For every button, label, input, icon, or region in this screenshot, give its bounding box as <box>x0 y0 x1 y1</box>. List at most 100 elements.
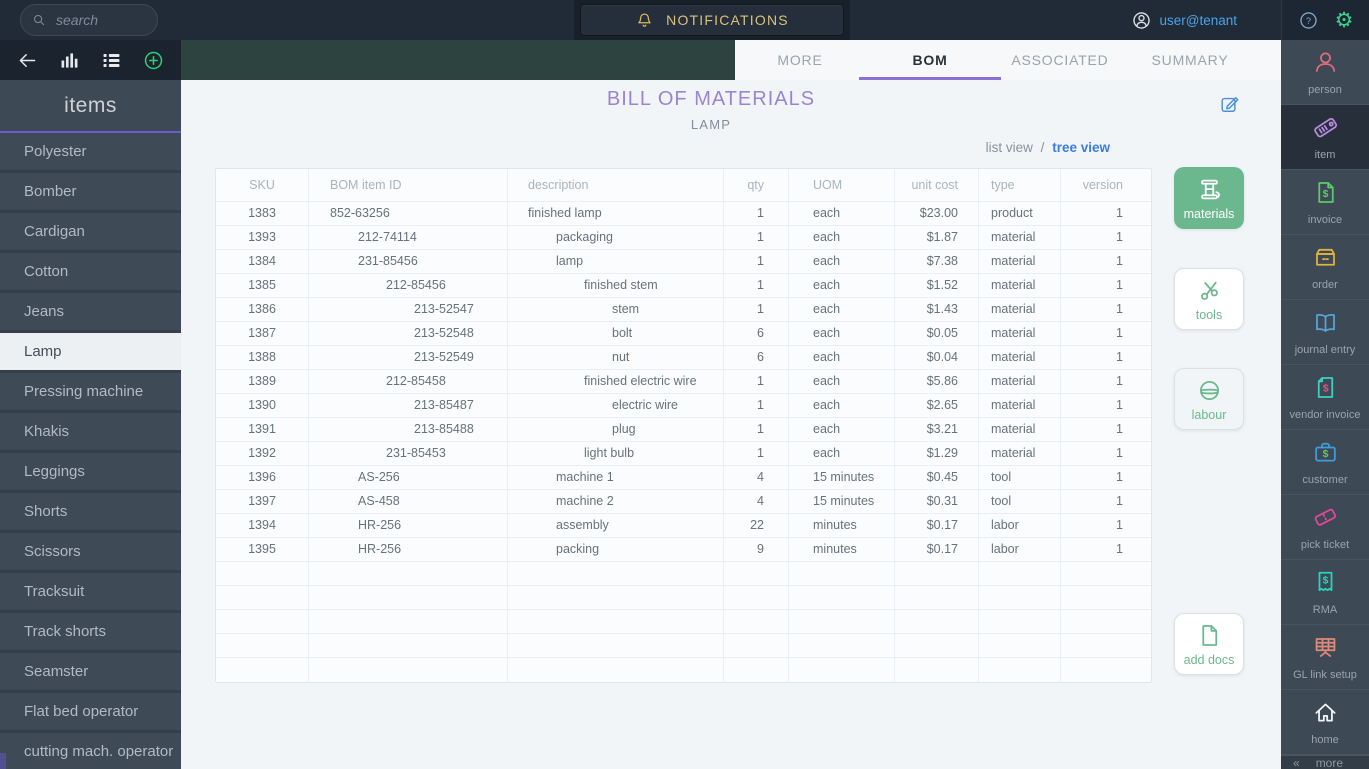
user-icon <box>1131 10 1152 31</box>
table-row[interactable]: 1391 213-85488 plug 1 each $3.21 material 1 <box>216 418 1151 442</box>
cell-type: tool <box>979 490 1061 514</box>
tab-bom[interactable]: BOM <box>859 40 1001 80</box>
search-input[interactable] <box>54 11 140 29</box>
sidebar-item-lamp[interactable]: Lamp <box>0 333 181 373</box>
module-pick-ticket[interactable]: pick ticket <box>1281 495 1369 560</box>
module-customer[interactable]: $ customer <box>1281 430 1369 495</box>
add-circle-icon[interactable] <box>142 49 165 72</box>
cell-uom: minutes <box>789 538 895 562</box>
cell-empty <box>724 610 789 634</box>
sidebar-item-seamster[interactable]: Seamster <box>0 653 181 693</box>
tab-more[interactable]: MORE <box>777 52 823 68</box>
bell-icon <box>635 11 654 30</box>
sidebar-item-cutting-mach-operator[interactable]: cutting mach. operator <box>0 733 181 769</box>
module-gl-link-setup[interactable]: GL link setup <box>1281 625 1369 690</box>
cell-empty <box>724 634 789 658</box>
user-account[interactable]: user@tenant <box>1131 0 1237 40</box>
bar-chart-icon[interactable] <box>58 49 81 72</box>
table-row[interactable]: 1384 231-85456 lamp 1 each $7.38 material 1 <box>216 250 1151 274</box>
cell-uom: each <box>789 274 895 298</box>
table-row[interactable]: 1396 AS-256 machine 1 4 15 minutes $0.45 tool 1 <box>216 466 1151 490</box>
sidebar-item-scissors[interactable]: Scissors <box>0 533 181 573</box>
cell-empty <box>508 634 724 658</box>
table-row[interactable]: 1383 852-63256 finished lamp 1 each $23.00 pro… <box>216 202 1151 226</box>
cell-desc: assembly <box>508 514 724 538</box>
tab-summary[interactable]: SUMMARY <box>1151 52 1229 68</box>
table-row[interactable]: 1388 213-52549 nut 6 each $0.04 material 1 <box>216 346 1151 370</box>
table-row[interactable]: 1397 AS-458 machine 2 4 15 minutes $0.31 tool 1 <box>216 490 1151 514</box>
module-item[interactable]: item <box>1281 105 1369 170</box>
sidebar-item-flat-bed-operator[interactable]: Flat bed operator <box>0 693 181 733</box>
table-row[interactable]: 1392 231-85453 light bulb 1 each $1.29 materia… <box>216 442 1151 466</box>
cell-cost: $23.00 <box>895 202 979 226</box>
table-row[interactable]: 1389 212-85458 finished electric wire 1 each… <box>216 370 1151 394</box>
materials-button[interactable]: materials <box>1174 167 1244 229</box>
table-row[interactable]: 1385 212-85456 finished stem 1 each $1.52 mate… <box>216 274 1151 298</box>
cell-sku: 1383 <box>216 202 309 226</box>
cell-empty <box>508 658 724 682</box>
module-home[interactable]: home <box>1281 690 1369 755</box>
module-person[interactable]: person <box>1281 40 1369 105</box>
table-row[interactable]: 1386 213-52547 stem 1 each $1.43 material 1 <box>216 298 1151 322</box>
module-vendor-invoice[interactable]: $ vendor invoice <box>1281 365 1369 430</box>
tree-view-link[interactable]: tree view <box>1052 140 1110 155</box>
sidebar-item-bomber[interactable]: Bomber <box>0 173 181 213</box>
edit-icon[interactable] <box>1220 94 1242 116</box>
cell-empty <box>1061 562 1151 586</box>
cell-sku: 1397 <box>216 490 309 514</box>
module-invoice[interactable]: $ invoice <box>1281 170 1369 235</box>
module-label: vendor invoice <box>1289 408 1361 421</box>
gear-icon[interactable]: ⚙ <box>1334 8 1354 32</box>
list-icon[interactable] <box>100 49 123 72</box>
sidebar-item-jeans[interactable]: Jeans <box>0 293 181 333</box>
cell-type: material <box>979 226 1061 250</box>
cell-sku: 1395 <box>216 538 309 562</box>
cell-sku: 1391 <box>216 418 309 442</box>
sidebar-item-shorts[interactable]: Shorts <box>0 493 181 533</box>
items-sidebar: items Polyester Bomber Cardigan Cotton Jeans… <box>0 80 181 769</box>
sidebar-item-leggings[interactable]: Leggings <box>0 453 181 493</box>
list-view-link[interactable]: list view <box>985 140 1033 155</box>
sidebar-item-pressing-machine[interactable]: Pressing machine <box>0 373 181 413</box>
table-row[interactable]: 1387 213-52548 bolt 6 each $0.05 material 1 <box>216 322 1151 346</box>
add-docs-button[interactable]: add docs <box>1174 613 1244 675</box>
sidebar-scrollbar[interactable] <box>0 753 6 769</box>
module-order[interactable]: order <box>1281 235 1369 300</box>
cell-empty <box>895 610 979 634</box>
sidebar-item-cotton[interactable]: Cotton <box>0 253 181 293</box>
table-row[interactable]: 1393 212-74114 packaging 1 each $1.87 material… <box>216 226 1151 250</box>
sidebar-item-khakis[interactable]: Khakis <box>0 413 181 453</box>
tools-button[interactable]: tools <box>1174 268 1244 330</box>
cell-empty <box>216 562 309 586</box>
cell-uom: minutes <box>789 514 895 538</box>
search-box[interactable] <box>20 4 158 36</box>
column-header-uom: UOM <box>789 169 895 202</box>
cell-qty: 9 <box>724 538 789 562</box>
cell-qty: 1 <box>724 250 789 274</box>
svg-text:?: ? <box>1306 15 1311 25</box>
more-button[interactable]: « more <box>1281 755 1369 769</box>
cell-type: product <box>979 202 1061 226</box>
labour-button[interactable]: labour <box>1174 368 1244 430</box>
cell-sku: 1387 <box>216 322 309 346</box>
back-icon[interactable] <box>16 49 39 72</box>
tab-associated[interactable]: ASSOCIATED <box>1011 52 1109 68</box>
module-journal-entry[interactable]: journal entry <box>1281 300 1369 365</box>
sidebar-item-tracksuit[interactable]: Tracksuit <box>0 573 181 613</box>
cell-desc: machine 1 <box>508 466 724 490</box>
table-row[interactable]: 1395 HR-256 packing 9 minutes $0.17 labor 1 <box>216 538 1151 562</box>
table-row[interactable]: 1390 213-85487 electric wire 1 each $2.65 mate… <box>216 394 1151 418</box>
sidebar-item-polyester[interactable]: Polyester <box>0 133 181 173</box>
sidebar-item-track-shorts[interactable]: Track shorts <box>0 613 181 653</box>
action-label: labour <box>1191 407 1227 422</box>
cell-qty: 1 <box>724 226 789 250</box>
help-icon[interactable]: ? <box>1298 10 1319 31</box>
table-row[interactable]: 1394 HR-256 assembly 22 minutes $0.17 labor 1 <box>216 514 1151 538</box>
cell-type: material <box>979 250 1061 274</box>
cell-desc: electric wire <box>508 394 724 418</box>
notifications-button[interactable]: NOTIFICATIONS <box>580 4 844 36</box>
sidebar-item-cardigan[interactable]: Cardigan <box>0 213 181 253</box>
cell-id: AS-256 <box>309 466 508 490</box>
cell-type: material <box>979 370 1061 394</box>
module-rma[interactable]: $ RMA <box>1281 560 1369 625</box>
